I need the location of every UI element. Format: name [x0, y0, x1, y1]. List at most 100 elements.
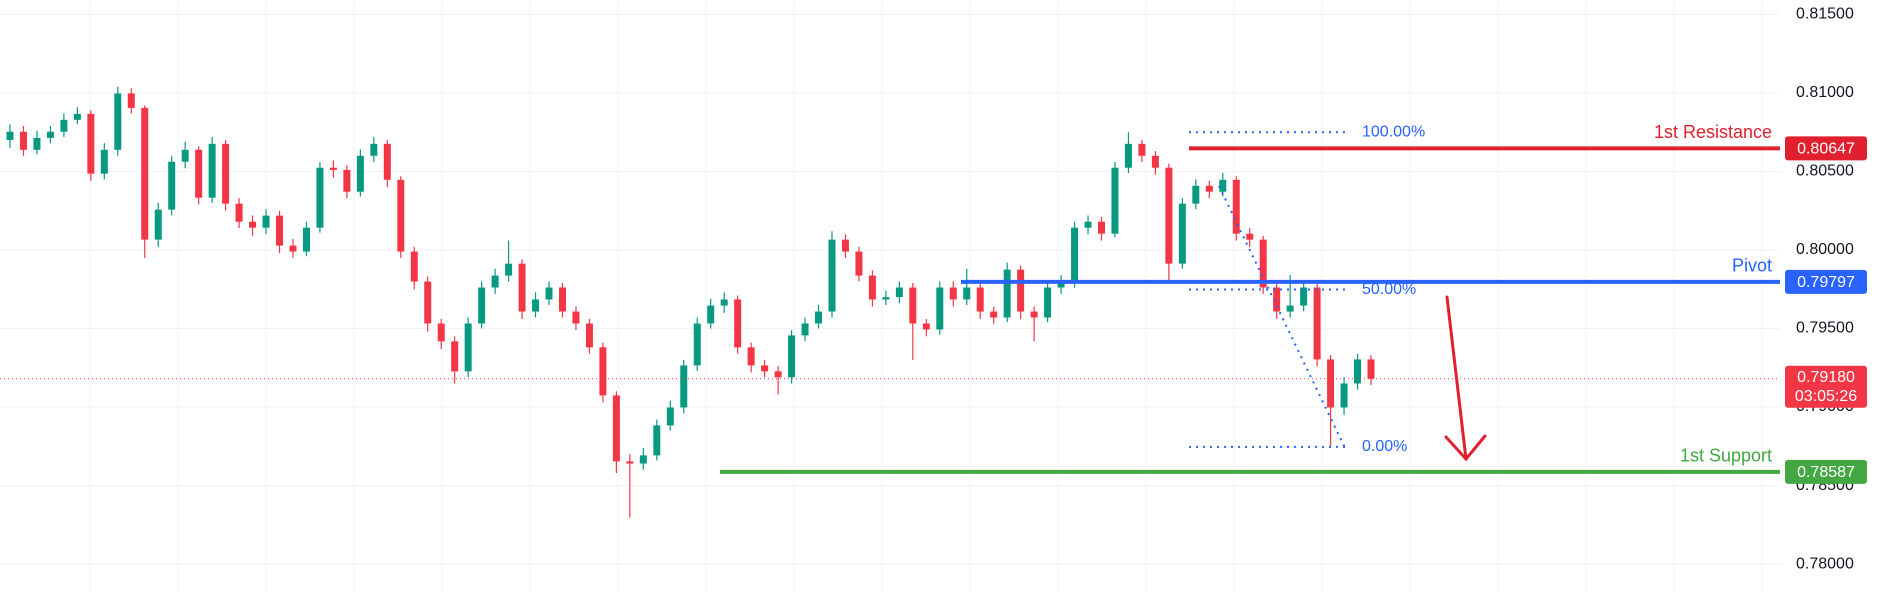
arrow-shaft: [1445, 295, 1468, 461]
candle-body: [356, 155, 364, 192]
candle-body: [612, 395, 620, 462]
overlay: 0.780000.785000.790000.795000.800000.805…: [0, 6, 1867, 572]
candle-body: [397, 179, 405, 252]
candle-body: [828, 239, 836, 312]
candle-body: [1286, 305, 1294, 312]
y-tick-label: 0.81500: [1796, 6, 1854, 23]
candle-body: [168, 161, 176, 210]
candle-body: [451, 341, 459, 372]
level-name: 1st Support: [1680, 446, 1772, 466]
level-name: Pivot: [1732, 256, 1772, 276]
candle-body: [990, 311, 998, 318]
candle-body: [87, 113, 95, 174]
candle-body: [922, 323, 930, 330]
candle-body: [100, 149, 108, 174]
candle-body: [154, 209, 162, 240]
candle-body: [1313, 287, 1321, 360]
fib-level-label: 0.00%: [1362, 438, 1407, 455]
candle-body: [19, 131, 27, 150]
candle-body: [1165, 167, 1173, 264]
candle-body: [666, 407, 674, 426]
candle-body: [1205, 185, 1213, 192]
grid: [0, 0, 1780, 592]
candle-body: [1232, 179, 1240, 234]
candle-body: [6, 131, 14, 141]
candle-body: [1057, 281, 1065, 288]
candle-body: [653, 425, 661, 456]
candle-body: [1030, 311, 1038, 318]
candle-body: [1327, 359, 1335, 408]
candle-body: [383, 143, 391, 180]
candle-body: [370, 143, 378, 156]
y-tick-label: 0.80000: [1796, 241, 1854, 258]
current-price-label: 0.79180: [1797, 369, 1855, 386]
fib-trend-line: [1218, 185, 1346, 449]
y-tick-label: 0.80500: [1796, 163, 1854, 180]
candle-body: [518, 263, 526, 312]
candle-body: [868, 275, 876, 300]
candle-body: [882, 297, 890, 300]
candle-body: [478, 287, 486, 324]
candle-body: [949, 287, 957, 300]
candle-body: [491, 275, 499, 288]
candle-body: [60, 119, 68, 132]
candle-body: [1354, 359, 1362, 384]
candle-body: [761, 365, 769, 372]
candle-body: [1259, 239, 1267, 288]
candle-body: [329, 167, 337, 170]
candle-body: [208, 143, 216, 198]
candle-body: [545, 287, 553, 300]
y-tick-label: 0.79500: [1796, 320, 1854, 337]
price-tag-label: 0.79797: [1797, 274, 1855, 291]
candle-body: [639, 455, 647, 464]
price-tag: [1785, 459, 1867, 484]
candle-body: [1367, 359, 1375, 379]
candle-body: [249, 221, 257, 228]
fib-level-label: 50.00%: [1362, 281, 1416, 298]
candle-body: [181, 149, 189, 162]
candle-body: [599, 347, 607, 396]
candle-body: [707, 305, 715, 324]
candle-body: [289, 245, 297, 252]
candle-body: [558, 287, 566, 312]
candle-body: [1097, 221, 1105, 234]
candle-body: [1084, 221, 1092, 228]
candle-body: [73, 113, 81, 120]
candle-body: [855, 251, 863, 276]
candle-body: [976, 287, 984, 312]
candle-body: [532, 299, 540, 312]
candle-body: [1219, 179, 1227, 192]
candle-body: [585, 323, 593, 348]
candle-body: [437, 323, 445, 342]
candle-body: [1178, 203, 1186, 264]
price-tag-label: 0.78587: [1797, 464, 1855, 481]
candle-body: [747, 347, 755, 366]
price-tag: [1785, 136, 1867, 161]
candle-body: [895, 287, 903, 298]
candle-body: [141, 107, 149, 240]
candle-body: [1273, 287, 1281, 312]
price-tag-label: 0.80647: [1797, 141, 1855, 158]
candle-body: [424, 281, 432, 324]
candle-body: [262, 215, 270, 228]
candle-body: [1138, 143, 1146, 156]
candle-body: [114, 93, 122, 150]
candle-body: [841, 239, 849, 252]
candle-body: [127, 93, 135, 108]
y-tick-label: 0.81000: [1796, 84, 1854, 101]
level-name: 1st Resistance: [1654, 122, 1772, 142]
candle-body: [680, 365, 688, 408]
candle-body: [1044, 287, 1052, 318]
candle-body: [774, 371, 782, 378]
candle-body: [1192, 185, 1200, 204]
candle-body: [33, 137, 41, 150]
countdown-label: 03:05:26: [1795, 388, 1857, 405]
candle-body: [276, 215, 284, 246]
candle-body: [720, 299, 728, 306]
candle-body: [1124, 143, 1132, 168]
marks: [6, 86, 1375, 518]
candle-body: [693, 323, 701, 366]
candle-body: [815, 311, 823, 324]
y-tick-label: 0.78000: [1796, 555, 1854, 572]
